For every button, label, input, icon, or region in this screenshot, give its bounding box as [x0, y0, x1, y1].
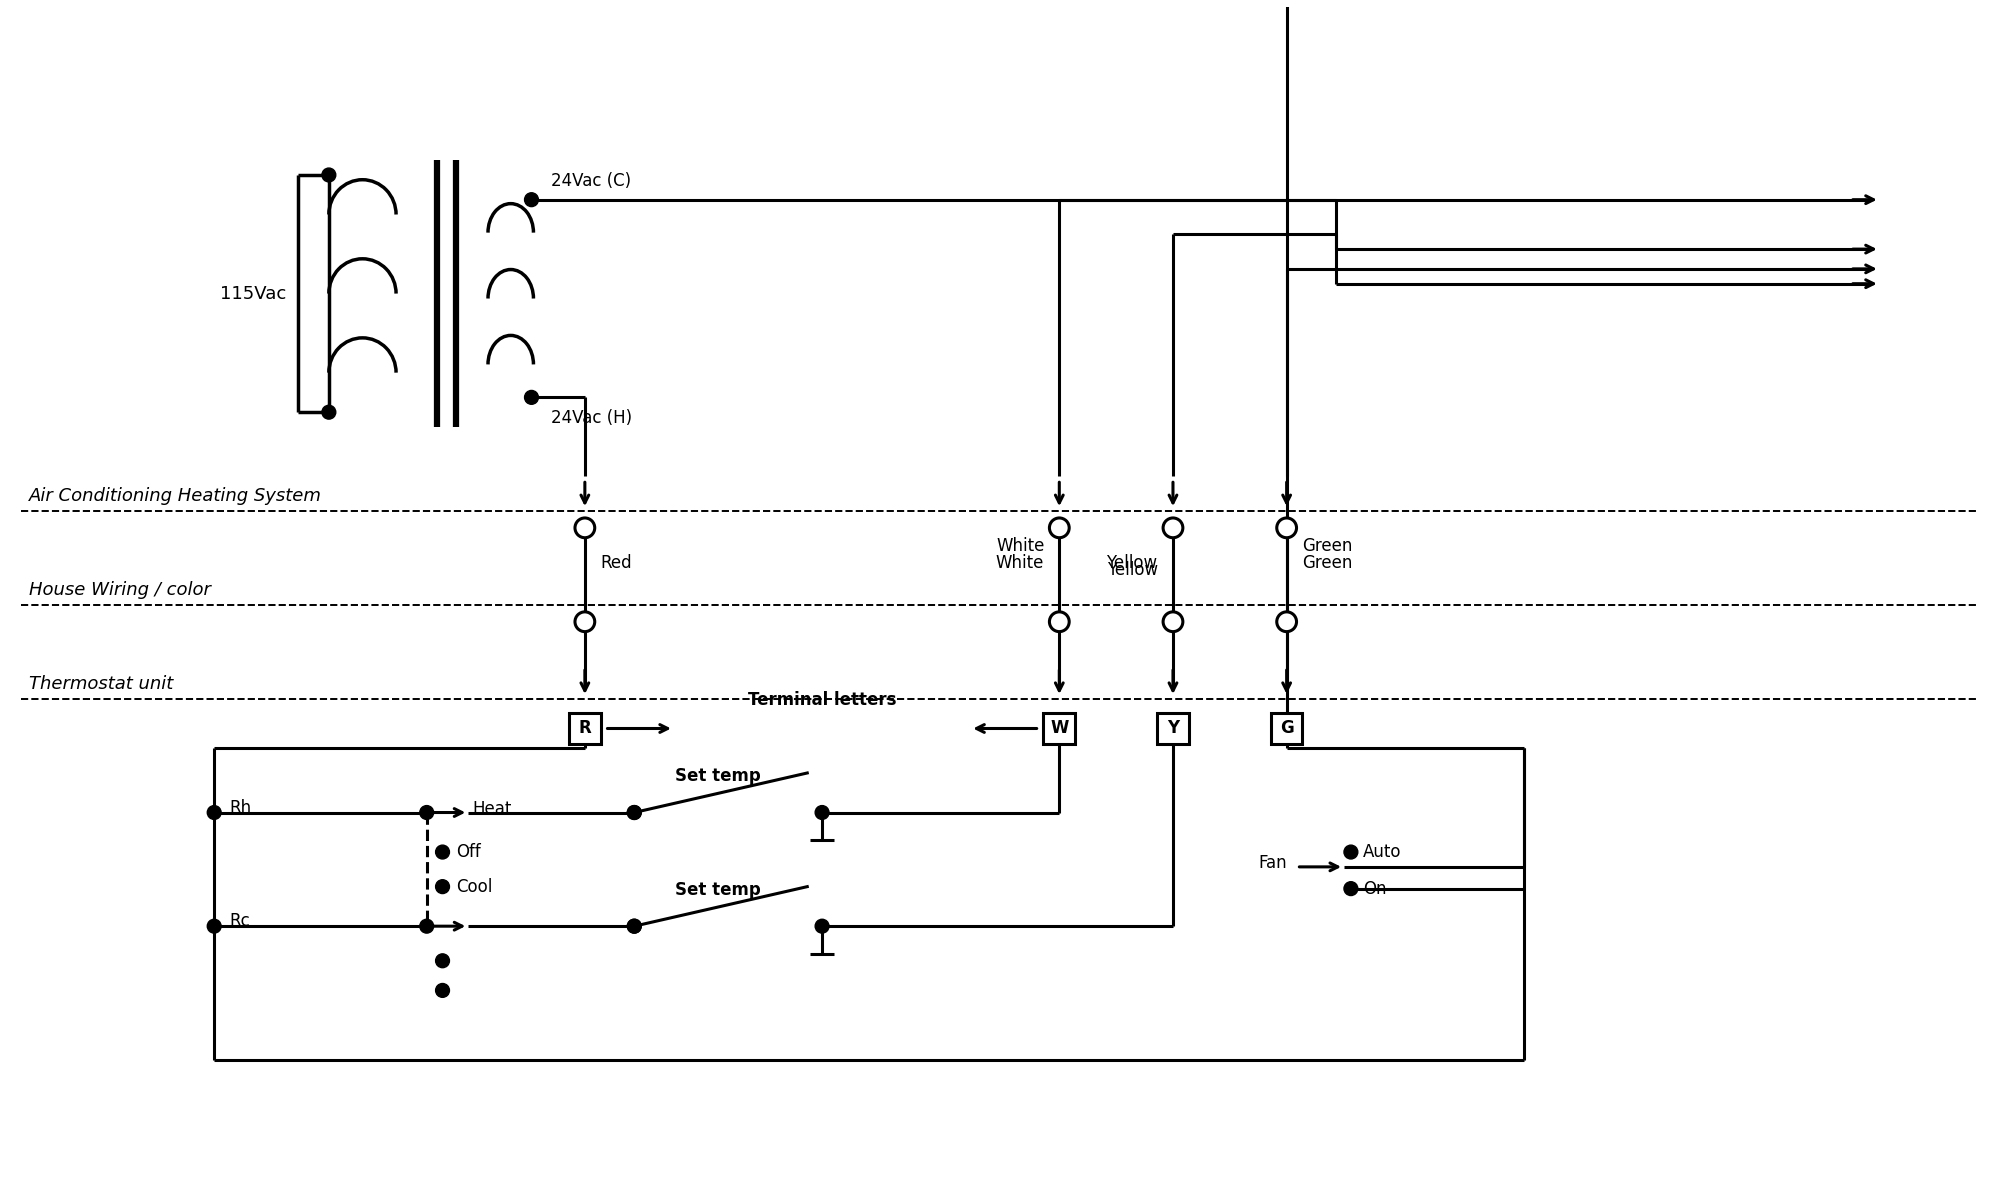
- Circle shape: [420, 919, 434, 934]
- Text: R: R: [578, 720, 592, 738]
- Circle shape: [574, 518, 594, 538]
- Text: Auto: Auto: [1362, 844, 1402, 862]
- Circle shape: [436, 954, 450, 967]
- Circle shape: [436, 845, 450, 859]
- Circle shape: [420, 805, 434, 820]
- Circle shape: [1276, 518, 1296, 538]
- Text: Set temp: Set temp: [676, 881, 762, 899]
- Text: 24Vac (C): 24Vac (C): [552, 172, 632, 190]
- Bar: [1270, 713, 1302, 744]
- Circle shape: [628, 919, 642, 934]
- Text: Cool: Cool: [456, 877, 492, 895]
- Circle shape: [628, 919, 642, 934]
- Text: White: White: [996, 538, 1044, 556]
- Circle shape: [436, 880, 450, 894]
- Text: 24Vac (H): 24Vac (H): [552, 409, 632, 427]
- Text: Y: Y: [1166, 720, 1180, 738]
- Circle shape: [1344, 845, 1358, 859]
- Text: Rh: Rh: [230, 798, 252, 816]
- Text: Thermostat unit: Thermostat unit: [30, 674, 174, 692]
- Circle shape: [816, 805, 830, 820]
- Bar: [570, 713, 600, 744]
- Text: Set temp: Set temp: [676, 767, 762, 785]
- Circle shape: [524, 390, 538, 404]
- Text: G: G: [1280, 720, 1294, 738]
- Text: Green: Green: [1302, 538, 1352, 556]
- Text: White: White: [996, 554, 1044, 572]
- Text: Red: Red: [600, 554, 632, 572]
- Text: Air Conditioning Heating System: Air Conditioning Heating System: [30, 487, 322, 505]
- Text: On: On: [1362, 880, 1386, 898]
- Circle shape: [1276, 612, 1296, 631]
- Circle shape: [322, 406, 336, 419]
- Circle shape: [1164, 518, 1182, 538]
- Bar: [1158, 713, 1188, 744]
- Circle shape: [1344, 882, 1358, 895]
- Circle shape: [524, 193, 538, 206]
- Text: Rc: Rc: [230, 912, 250, 930]
- Circle shape: [208, 919, 222, 934]
- Text: Heat: Heat: [472, 799, 512, 817]
- Text: Fan: Fan: [1258, 854, 1286, 872]
- Circle shape: [1164, 612, 1182, 631]
- Text: Yellow: Yellow: [1106, 554, 1158, 572]
- Text: 115Vac: 115Vac: [220, 284, 286, 302]
- Text: W: W: [1050, 720, 1068, 738]
- Circle shape: [208, 805, 222, 820]
- Text: Terminal letters: Terminal letters: [748, 691, 896, 709]
- Circle shape: [436, 984, 450, 997]
- Text: Off: Off: [456, 844, 482, 862]
- Circle shape: [1050, 612, 1070, 631]
- Text: House Wiring / color: House Wiring / color: [30, 581, 212, 599]
- Text: Green: Green: [1302, 554, 1352, 572]
- Circle shape: [322, 168, 336, 182]
- Bar: [1044, 713, 1076, 744]
- Circle shape: [628, 805, 642, 820]
- Circle shape: [816, 919, 830, 934]
- Circle shape: [628, 805, 642, 820]
- Text: Yellow: Yellow: [1108, 560, 1158, 578]
- Circle shape: [574, 612, 594, 631]
- Circle shape: [1050, 518, 1070, 538]
